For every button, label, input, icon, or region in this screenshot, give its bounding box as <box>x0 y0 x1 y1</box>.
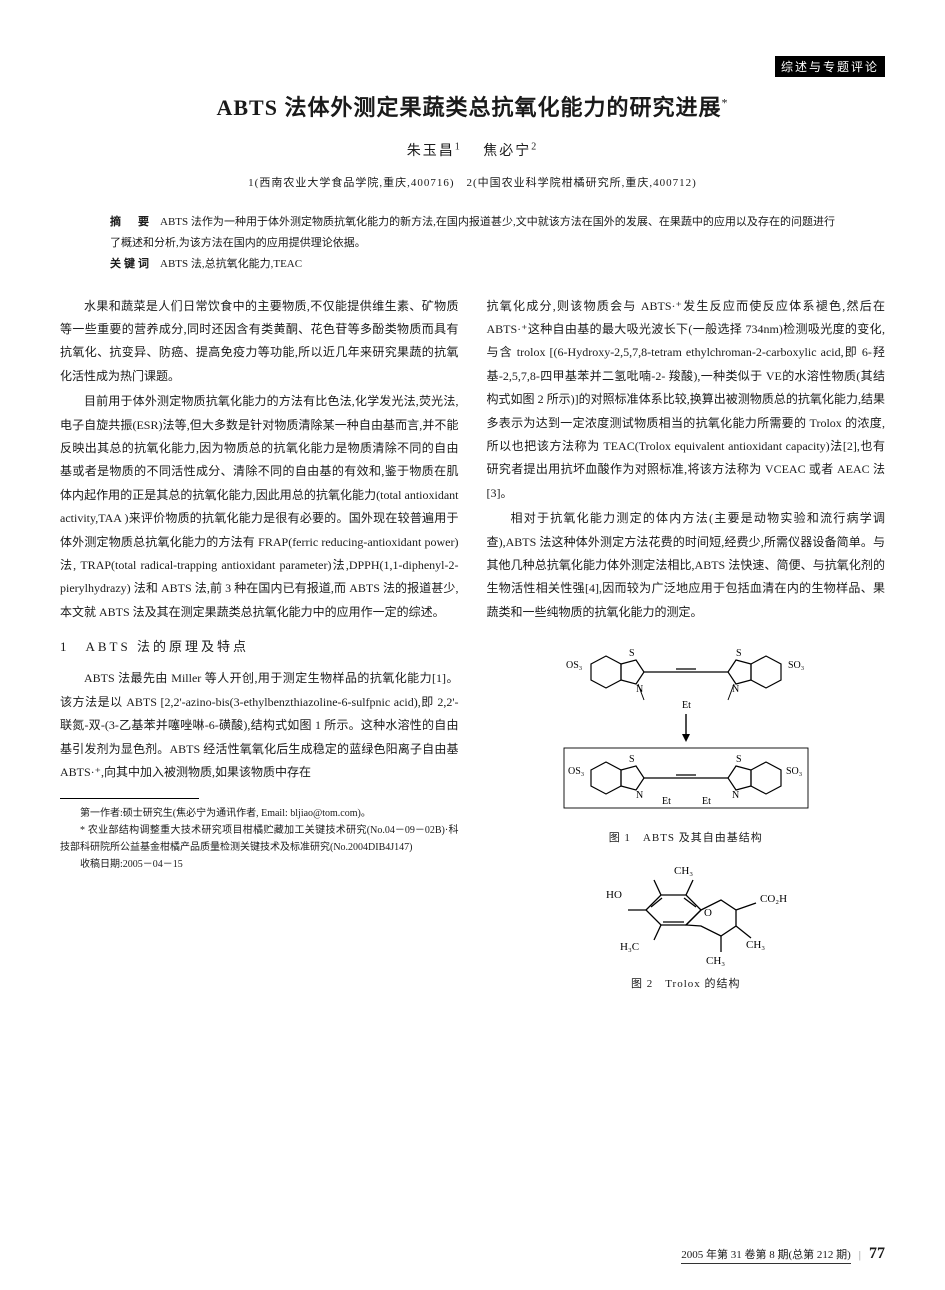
fig1-s-2: S <box>736 648 742 659</box>
fig1-os3-left: OS₃ <box>566 660 582 671</box>
section-1-heading: 1 ABTS 法的原理及特点 <box>60 634 459 659</box>
authors-line: 朱玉昌1 焦必宁2 <box>60 140 885 160</box>
fig1b-s-1: S <box>629 754 635 765</box>
keywords-label: 关键词 <box>110 258 152 270</box>
footnotes: 第一作者:硕士研究生(焦必宁为通讯作者, Email: bljiao@tom.c… <box>60 805 459 873</box>
fig2-h3c: H₃C <box>620 941 639 953</box>
footer-page-number: 77 <box>869 1245 885 1263</box>
fig2-co2h: CO₂H <box>760 893 787 905</box>
fig2-ch3-b: CH₃ <box>706 955 725 967</box>
right-column: 抗氧化成分,则该物质会与 ABTS·⁺发生反应而使反应体系褪色,然后在 ABTS… <box>487 295 886 1001</box>
fig1b-so3: SO₃ <box>786 766 802 777</box>
abstract-label: 摘 要 <box>110 216 152 228</box>
footnote-3: 收稿日期:2005－04－15 <box>60 856 459 873</box>
title-footnote-marker: * <box>721 96 728 110</box>
figure-1-svg: OS₃ SO₃ S S N N Et <box>536 634 836 824</box>
figure-1: OS₃ SO₃ S S N N Et <box>487 634 886 849</box>
footer-issue: 2005 年第 31 卷第 8 期(总第 212 期) <box>681 1246 851 1264</box>
fig1b-s-2: S <box>736 754 742 765</box>
footer-separator-icon: | <box>859 1249 861 1261</box>
figure-2-svg: HO CH₃ CO₂H H₃C O CH₃ CH₃ <box>556 860 816 970</box>
left-column: 水果和蔬菜是人们日常饮食中的主要物质,不仅能提供维生素、矿物质等一些重要的营养成… <box>60 295 459 1001</box>
page-footer: 2005 年第 31 卷第 8 期(总第 212 期) | 77 <box>681 1245 885 1264</box>
fig1b-et2: Et <box>702 796 711 807</box>
figure-1-caption: 图 1 ABTS 及其自由基结构 <box>487 828 886 849</box>
abstract-block: 摘 要ABTS 法作为一种用于体外测定物质抗氧化能力的新方法,在国内报道甚少,文… <box>110 212 835 275</box>
affiliations: 1(西南农业大学食品学院,重庆,400716) 2(中国农业科学院柑橘研究所,重… <box>60 174 885 190</box>
figure-2: HO CH₃ CO₂H H₃C O CH₃ CH₃ 图 2 Trolox 的结构 <box>487 860 886 995</box>
fig2-o: O <box>704 907 712 919</box>
article-title: ABTS 法体外测定果蔬类总抗氧化能力的研究进展* <box>60 90 885 122</box>
author-2-sup: 2 <box>531 141 538 152</box>
fig2-ch3-top: CH₃ <box>674 865 693 877</box>
fig2-ch3-r: CH₃ <box>746 939 765 951</box>
keywords-text: ABTS 法,总抗氧化能力,TEAC <box>160 258 302 270</box>
left-p2: 目前用于体外测定物质抗氧化能力的方法有比色法,化学发光法,荧光法,电子自旋共振(… <box>60 390 459 624</box>
footnote-1: 第一作者:硕士研究生(焦必宁为通讯作者, Email: bljiao@tom.c… <box>60 805 459 822</box>
author-2: 焦必宁 <box>483 144 531 159</box>
fig1b-n-1: N <box>636 790 643 801</box>
body-columns: 水果和蔬菜是人们日常饮食中的主要物质,不仅能提供维生素、矿物质等一些重要的营养成… <box>60 295 885 1001</box>
left-p3: ABTS 法最先由 Miller 等人开创,用于测定生物样品的抗氧化能力[1]。… <box>60 667 459 784</box>
right-p2: 相对于抗氧化能力测定的体内方法(主要是动物实验和流行病学调查),ABTS 法这种… <box>487 507 886 624</box>
left-p1: 水果和蔬菜是人们日常饮食中的主要物质,不仅能提供维生素、矿物质等一些重要的营养成… <box>60 295 459 389</box>
fig1b-os3: OS₃ <box>568 766 584 777</box>
fig1-so3-right: SO₃ <box>788 660 804 671</box>
footnote-separator <box>60 798 199 799</box>
category-tag: 综述与专题评论 <box>775 56 885 77</box>
author-1-sup: 1 <box>455 141 462 152</box>
abstract-text: ABTS 法作为一种用于体外测定物质抗氧化能力的新方法,在国内报道甚少,文中就该… <box>110 216 835 249</box>
fig1-s-1: S <box>629 648 635 659</box>
title-text: ABTS 法体外测定果蔬类总抗氧化能力的研究进展 <box>217 95 722 120</box>
author-1: 朱玉昌 <box>407 144 455 159</box>
right-p1: 抗氧化成分,则该物质会与 ABTS·⁺发生反应而使反应体系褪色,然后在 ABTS… <box>487 295 886 506</box>
figure-2-caption: 图 2 Trolox 的结构 <box>487 974 886 995</box>
fig1b-n-2: N <box>732 790 739 801</box>
fig1b-et1: Et <box>662 796 671 807</box>
fig2-ho: HO <box>606 889 622 901</box>
footnote-2: * 农业部结构调整重大技术研究项目柑橘贮藏加工关键技术研究(No.04－09－0… <box>60 822 459 856</box>
fig1-et-top: Et <box>682 700 691 711</box>
